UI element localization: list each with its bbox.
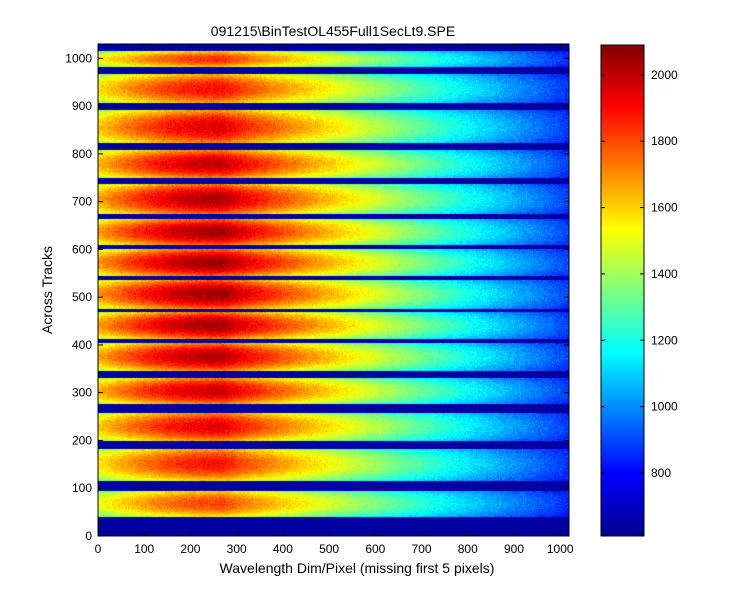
x-axis-label: Wavelength Dim/Pixel (missing first 5 pi…	[220, 560, 495, 576]
colorbar-tick-label: 1600	[651, 201, 678, 215]
y-tick-label: 500	[72, 290, 92, 304]
x-tick-label: 900	[504, 542, 524, 556]
x-tick-label: 0	[95, 542, 102, 556]
colorbar-ticks: 800 1000 1200 1400 1600 1800 2000	[601, 68, 678, 480]
heatmap-image	[98, 44, 569, 536]
y-tick-label: 1000	[65, 51, 92, 65]
y-axis: 0 100 200 300 400 500 600 700 800 900 1000	[65, 51, 569, 543]
x-tick-label: 1000	[547, 542, 574, 556]
heatmap-plot-area	[97, 43, 570, 537]
y-tick-label: 900	[72, 99, 92, 113]
chart-title: 091215\BinTestOL455Full1SecLt9.SPE	[211, 23, 455, 39]
colorbar-tick-label: 1400	[651, 267, 678, 281]
x-axis: 0 100 200 300 400 500 600 700 800 900 1000	[95, 44, 574, 556]
y-tick-label: 600	[72, 242, 92, 256]
colorbar: 800 1000 1200 1400 1600 1800 2000	[600, 44, 678, 537]
colorbar-tick-label: 1200	[651, 333, 678, 347]
x-tick-label: 800	[458, 542, 478, 556]
colorbar-tick-label: 1000	[651, 400, 678, 414]
y-tick-label: 200	[72, 433, 92, 447]
y-tick-label: 100	[72, 481, 92, 495]
x-tick-label: 500	[319, 542, 339, 556]
y-tick-label: 400	[72, 338, 92, 352]
colorbar-tick-label: 2000	[651, 68, 678, 82]
x-tick-label: 700	[412, 542, 432, 556]
x-tick-label: 100	[134, 542, 154, 556]
plot-frame	[97, 43, 570, 537]
y-tick-label: 700	[72, 195, 92, 209]
colorbar-tick-label: 800	[651, 466, 671, 480]
colorbar-gradient	[600, 44, 645, 537]
x-tick-label: 600	[365, 542, 385, 556]
x-tick-label: 200	[180, 542, 200, 556]
y-tick-label: 300	[72, 386, 92, 400]
y-tick-label: 0	[85, 529, 92, 543]
x-tick-label: 300	[227, 542, 247, 556]
y-axis-label: Across Tracks	[39, 246, 55, 334]
colorbar-tick-label: 1800	[651, 134, 678, 148]
y-tick-label: 800	[72, 147, 92, 161]
x-tick-label: 400	[273, 542, 293, 556]
